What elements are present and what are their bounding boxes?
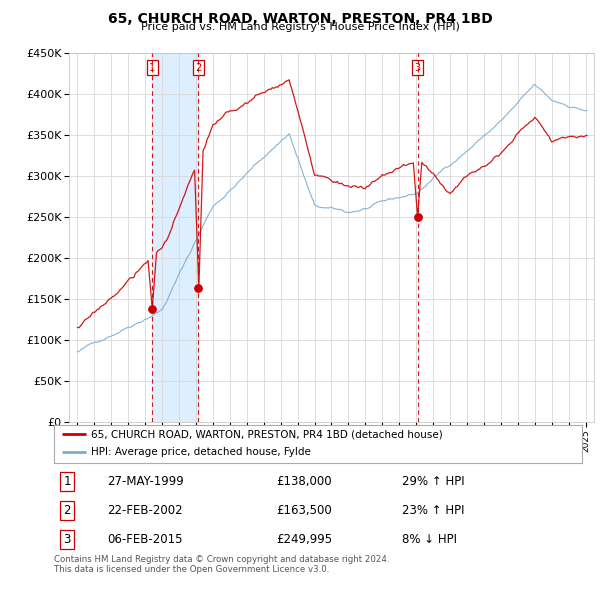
Text: Price paid vs. HM Land Registry's House Price Index (HPI): Price paid vs. HM Land Registry's House … xyxy=(140,22,460,32)
Text: 23% ↑ HPI: 23% ↑ HPI xyxy=(403,504,465,517)
Text: 8% ↓ HPI: 8% ↓ HPI xyxy=(403,533,457,546)
Text: £163,500: £163,500 xyxy=(276,504,332,517)
Text: 3: 3 xyxy=(415,63,421,73)
Text: 65, CHURCH ROAD, WARTON, PRESTON, PR4 1BD: 65, CHURCH ROAD, WARTON, PRESTON, PR4 1B… xyxy=(107,12,493,26)
Text: 1: 1 xyxy=(64,475,71,488)
Text: 06-FEB-2015: 06-FEB-2015 xyxy=(107,533,182,546)
Text: 3: 3 xyxy=(64,533,71,546)
Point xyxy=(148,304,157,313)
Text: 2: 2 xyxy=(64,504,71,517)
Text: 1: 1 xyxy=(149,63,155,73)
Text: 2: 2 xyxy=(195,63,202,73)
Text: Contains HM Land Registry data © Crown copyright and database right 2024.
This d: Contains HM Land Registry data © Crown c… xyxy=(54,555,389,574)
Bar xyxy=(152,53,198,422)
Text: HPI: Average price, detached house, Fylde: HPI: Average price, detached house, Fyld… xyxy=(91,447,311,457)
Point xyxy=(413,212,422,222)
Text: £138,000: £138,000 xyxy=(276,475,331,488)
Point xyxy=(193,283,203,293)
Text: 65, CHURCH ROAD, WARTON, PRESTON, PR4 1BD (detached house): 65, CHURCH ROAD, WARTON, PRESTON, PR4 1B… xyxy=(91,430,443,440)
Text: 29% ↑ HPI: 29% ↑ HPI xyxy=(403,475,465,488)
Text: 27-MAY-1999: 27-MAY-1999 xyxy=(107,475,184,488)
Text: 22-FEB-2002: 22-FEB-2002 xyxy=(107,504,182,517)
Text: £249,995: £249,995 xyxy=(276,533,332,546)
